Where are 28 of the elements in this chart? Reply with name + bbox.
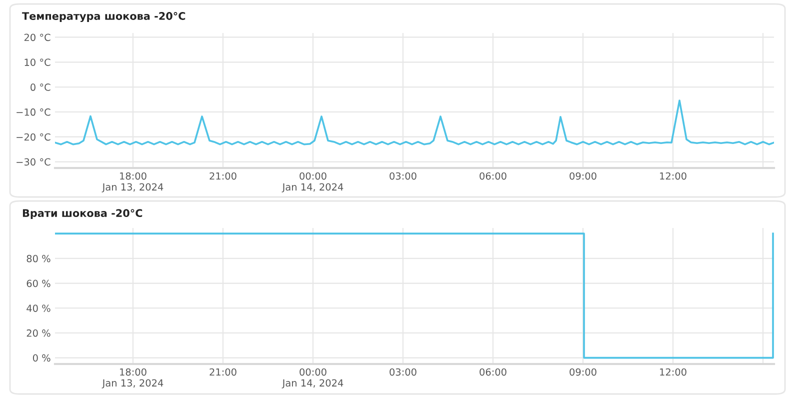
x-tick-label: 03:00 (390, 172, 416, 180)
y-tick-label: 20 % (26, 329, 50, 337)
x-tick-label: 06:00 (480, 368, 506, 376)
x-tick-label: 21:00 (210, 368, 236, 376)
y-tick-label: 20 °C (24, 34, 50, 42)
y-tick-label: 80 % (26, 254, 50, 262)
x-tick-label: 03:00 (390, 368, 416, 376)
x-tick-label: 21:00 (210, 172, 236, 180)
x-tick-label: 18:00 Jan 13, 2024 (102, 368, 164, 388)
y-tick-label: −20 °C (16, 133, 50, 141)
x-tick-label: 06:00 (480, 172, 506, 180)
y-tick-label: 10 °C (24, 58, 50, 66)
x-tick-label: 12:00 (660, 368, 686, 376)
y-tick-label: −30 °C (16, 158, 50, 166)
x-tick-label: 12:00 (660, 172, 686, 180)
y-tick-label: 0 °C (30, 84, 50, 91)
y-tick-label: 60 % (26, 280, 50, 288)
x-tick-label: 09:00 (570, 368, 596, 376)
y-tick-label: −10 °C (16, 108, 50, 116)
x-tick-label: 00:00 Jan 14, 2024 (282, 368, 344, 388)
chart-title: Температура шокова -20°C (22, 12, 186, 22)
chart-title: Врати шокова -20°C (22, 209, 142, 220)
x-tick-label: 18:00 Jan 13, 2024 (102, 172, 164, 192)
line-series (55, 100, 774, 146)
x-tick-label: 09:00 (570, 172, 596, 180)
y-tick-label: 0 % (32, 354, 50, 362)
y-tick-label: 40 % (26, 304, 50, 312)
x-tick-label: 00:00 Jan 14, 2024 (282, 172, 344, 192)
